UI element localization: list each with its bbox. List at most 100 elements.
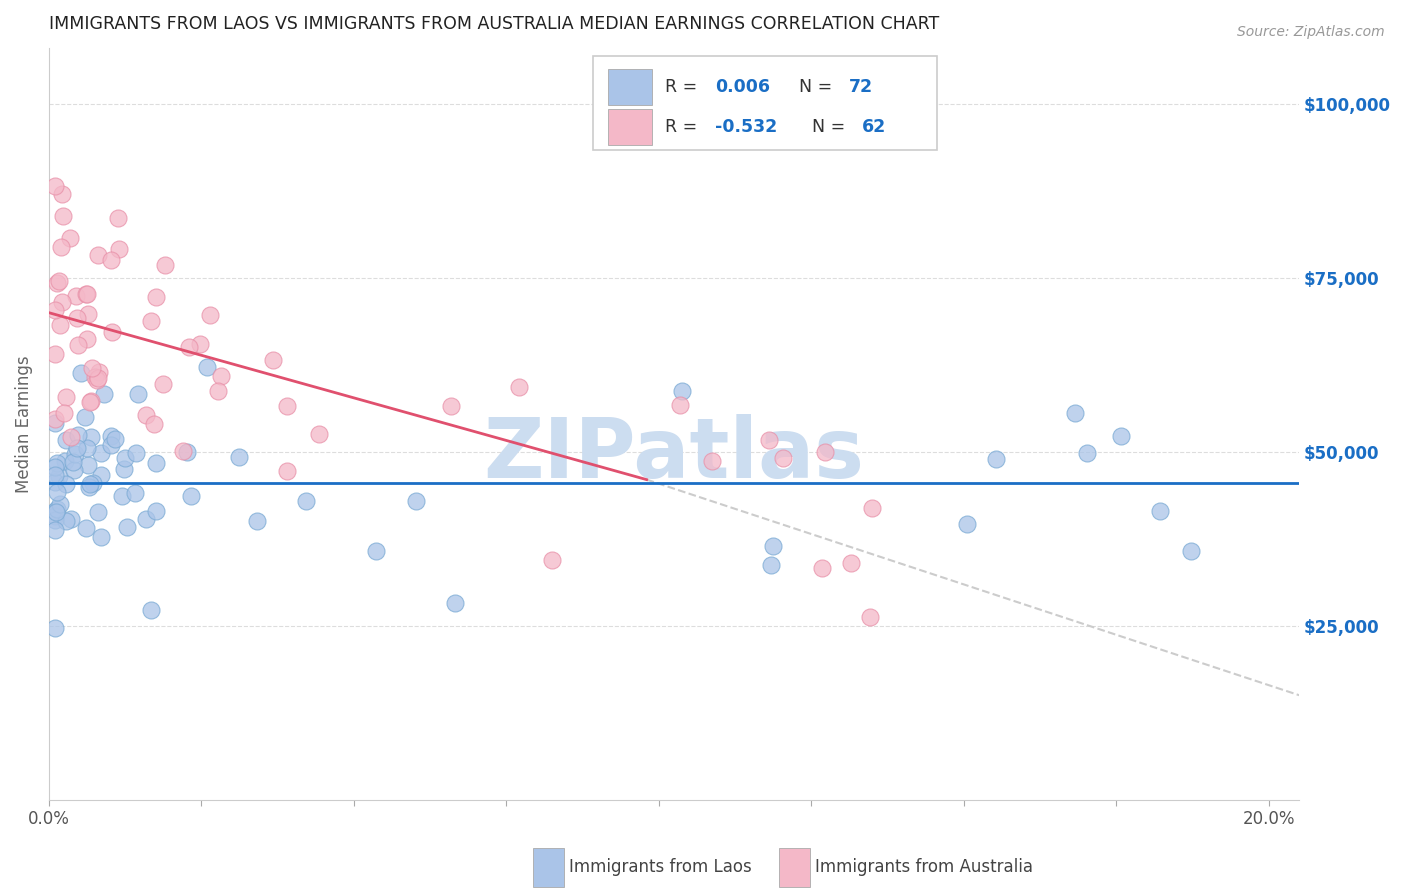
Point [195, 359, 218, 374]
Point [1064, 407, 1087, 421]
Point [114, 450, 136, 465]
Text: N =: N = [799, 78, 838, 96]
Point [51, 186, 73, 201]
Point [79, 394, 101, 409]
Point [93, 387, 115, 401]
Point [104, 433, 127, 447]
Point [46, 502, 69, 516]
Point [46, 276, 69, 290]
Point [440, 399, 463, 413]
Point [77, 480, 100, 494]
Point [46, 484, 69, 499]
Point [73, 409, 96, 424]
Point [115, 520, 138, 534]
Point [44, 302, 66, 317]
Point [145, 504, 167, 518]
Point [100, 438, 122, 452]
Text: IMMIGRANTS FROM LAOS VS IMMIGRANTS FROM AUSTRALIA MEDIAN EARNINGS CORRELATION CH: IMMIGRANTS FROM LAOS VS IMMIGRANTS FROM … [49, 15, 939, 33]
Point [1180, 544, 1202, 558]
Point [246, 514, 269, 528]
Point [761, 558, 783, 572]
Point [59, 231, 82, 245]
Point [984, 451, 1007, 466]
Point [48, 274, 70, 288]
Point [198, 309, 221, 323]
Point [49, 497, 72, 511]
Point [44, 411, 66, 425]
Point [443, 596, 465, 610]
Point [207, 384, 229, 398]
Point [44, 504, 66, 518]
Point [75, 287, 97, 301]
Point [48, 469, 70, 483]
Point [77, 307, 100, 321]
Text: 72: 72 [849, 78, 873, 96]
Point [405, 494, 427, 508]
Point [1076, 445, 1098, 459]
Point [1109, 429, 1132, 443]
FancyBboxPatch shape [593, 56, 936, 150]
Point [100, 429, 122, 443]
Point [956, 517, 979, 532]
Point [1149, 504, 1171, 518]
Point [44, 475, 66, 489]
Point [700, 454, 723, 468]
Point [52, 406, 75, 420]
Point [153, 258, 176, 272]
Text: 0.006: 0.006 [716, 78, 770, 96]
Point [89, 467, 111, 482]
Point [55, 477, 77, 491]
Point [75, 520, 97, 534]
Point [76, 441, 98, 455]
Point [44, 416, 66, 430]
Point [90, 530, 112, 544]
Point [142, 417, 165, 431]
Point [84, 369, 107, 384]
Point [51, 295, 73, 310]
Point [145, 456, 167, 470]
Point [80, 360, 103, 375]
Point [508, 380, 530, 394]
Point [177, 340, 200, 354]
Point [44, 622, 66, 636]
Point [172, 444, 194, 458]
Point [55, 433, 77, 447]
Bar [607, 69, 651, 105]
Point [76, 287, 98, 301]
Point [44, 467, 66, 482]
Point [858, 610, 880, 624]
Point [308, 427, 330, 442]
Text: R =: R = [665, 118, 703, 136]
Point [66, 428, 89, 442]
Point [52, 210, 75, 224]
Point [124, 486, 146, 500]
Text: ZIPatlas: ZIPatlas [484, 414, 865, 494]
Point [100, 326, 122, 340]
Point [90, 446, 112, 460]
Point [758, 433, 780, 447]
Point [44, 346, 66, 360]
Point [89, 365, 111, 379]
Point [76, 332, 98, 346]
Point [44, 523, 66, 537]
Point [53, 454, 76, 468]
Point [55, 515, 77, 529]
Point [127, 387, 149, 401]
Point [49, 318, 72, 332]
Point [45, 456, 67, 470]
Point [65, 447, 87, 461]
Point [87, 248, 110, 262]
Point [668, 397, 690, 411]
Point [276, 399, 298, 413]
Point [188, 337, 211, 351]
Point [44, 460, 66, 475]
Point [671, 384, 693, 398]
Point [80, 393, 103, 408]
Text: Immigrants from Laos: Immigrants from Laos [569, 858, 752, 876]
Point [44, 509, 66, 524]
Point [79, 477, 101, 491]
Point [762, 539, 785, 553]
Point [135, 408, 157, 422]
Point [45, 505, 67, 519]
Point [135, 512, 157, 526]
